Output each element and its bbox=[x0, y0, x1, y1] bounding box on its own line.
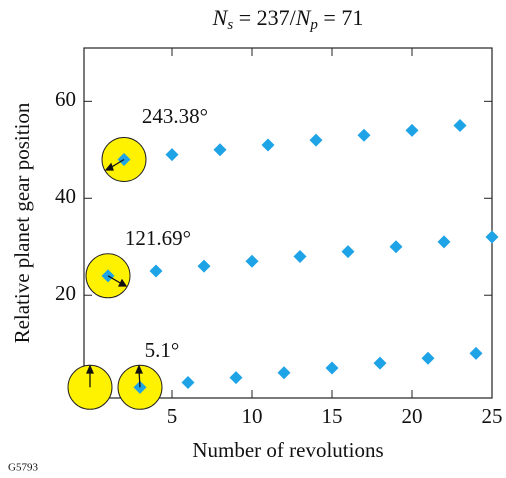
y-tick-label: 20 bbox=[55, 281, 76, 305]
title-subscript: p bbox=[309, 17, 318, 33]
point bbox=[357, 128, 371, 142]
annotation-circles bbox=[67, 137, 163, 410]
y-tick-label: 60 bbox=[55, 87, 76, 111]
arrowhead bbox=[135, 364, 143, 374]
point bbox=[261, 138, 275, 152]
chart-title: Ns = 237/Np = 71 bbox=[212, 5, 364, 33]
point bbox=[149, 264, 163, 278]
point bbox=[197, 259, 211, 273]
x-tick-label: 5 bbox=[167, 404, 178, 428]
arrowhead bbox=[104, 162, 114, 171]
x-tick-label: 15 bbox=[322, 404, 343, 428]
point bbox=[245, 254, 259, 268]
point bbox=[405, 123, 419, 137]
x-tick-label: 20 bbox=[402, 404, 423, 428]
arrows bbox=[86, 158, 143, 388]
x-tick-label: 25 bbox=[482, 404, 503, 428]
figure-id: G5793 bbox=[8, 462, 38, 474]
point bbox=[181, 375, 195, 389]
point bbox=[117, 152, 131, 166]
title-part: N bbox=[295, 5, 312, 30]
point bbox=[469, 346, 483, 360]
x-tick-label: 10 bbox=[242, 404, 263, 428]
points bbox=[101, 119, 499, 394]
point bbox=[277, 366, 291, 380]
y-tick-label: 40 bbox=[55, 184, 76, 208]
annotation: 121.69° bbox=[125, 226, 191, 250]
point bbox=[309, 133, 323, 147]
y-axis-label: Relative planet gear position bbox=[10, 102, 34, 343]
point bbox=[485, 230, 499, 244]
arrow bbox=[107, 275, 123, 285]
arrowhead bbox=[117, 278, 128, 287]
annotation: 5.1° bbox=[145, 338, 180, 362]
point bbox=[293, 249, 307, 263]
title-part: = 237/ bbox=[233, 5, 296, 30]
plot-frame bbox=[83, 47, 493, 399]
x-axis-label: Number of revolutions bbox=[192, 438, 383, 462]
point bbox=[229, 371, 243, 385]
point bbox=[373, 356, 387, 370]
arrowhead bbox=[86, 364, 94, 374]
point bbox=[325, 361, 339, 375]
point bbox=[437, 235, 451, 249]
point bbox=[389, 240, 403, 254]
annotation: 243.38° bbox=[142, 104, 208, 128]
point bbox=[453, 119, 467, 133]
point bbox=[165, 148, 179, 162]
title-part: = 71 bbox=[318, 5, 363, 30]
title-part: N bbox=[212, 5, 229, 30]
title-subscript: s bbox=[227, 17, 233, 33]
point bbox=[133, 380, 147, 394]
point bbox=[421, 351, 435, 365]
point bbox=[213, 143, 227, 157]
point bbox=[341, 245, 355, 259]
